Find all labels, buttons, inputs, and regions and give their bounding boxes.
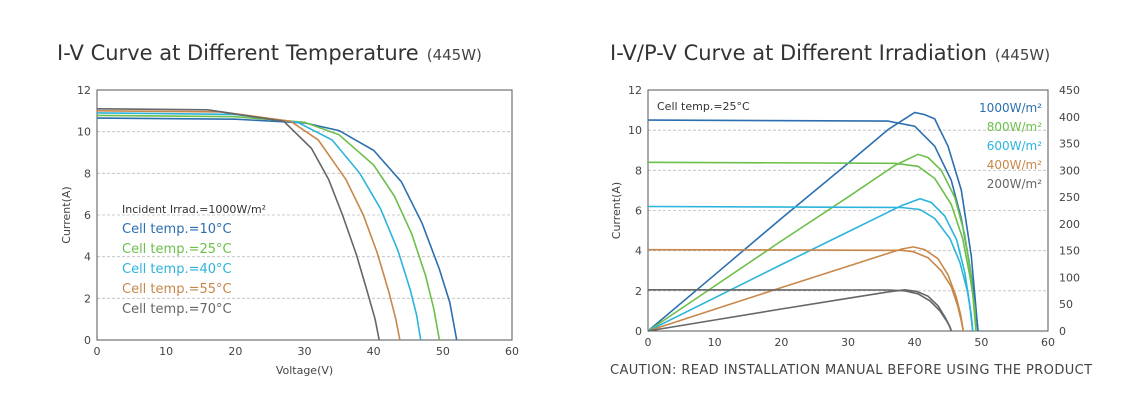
right-legend-item-4: 400W/m² xyxy=(987,158,1043,172)
right-x-tick-label: 0 xyxy=(645,336,652,349)
left-x-tick-label: 30 xyxy=(298,345,312,358)
right-y-axis-label: Current(A) xyxy=(610,182,623,239)
right-y-tick-label: 2 xyxy=(635,285,642,298)
right-y2-tick-label: 100 xyxy=(1059,271,1080,284)
right-y2-tick-label: 300 xyxy=(1059,164,1080,177)
right-pv-line-5 xyxy=(647,288,953,332)
left-y-tick-label: 4 xyxy=(84,251,91,264)
right-y-tick-label: 10 xyxy=(628,124,642,137)
left-y-axis-label: Current(A) xyxy=(60,186,73,243)
left-chart-title-text: I-V Curve at Different Temperature xyxy=(57,41,419,65)
caution-note: CAUTION: READ INSTALLATION MANUAL BEFORE… xyxy=(610,363,1093,378)
right-x-tick-label: 20 xyxy=(774,336,788,349)
left-legend: Incident Irrad.=1000W/m² Cell temp.=10°C C… xyxy=(122,203,266,317)
right-legend-item-1: 1000W/m² xyxy=(979,101,1042,115)
right-y2-tick-label: 50 xyxy=(1059,298,1073,311)
right-y-tick-label: 8 xyxy=(635,164,642,177)
left-y-tick-label: 8 xyxy=(84,167,91,180)
right-pv-line-4 xyxy=(647,246,965,332)
right-iv-line-2 xyxy=(647,161,977,332)
left-x-tick-label: 20 xyxy=(228,345,242,358)
left-x-tick-label: 40 xyxy=(367,345,381,358)
right-chart-title: I-V/P-V Curve at Different Irradiation (4… xyxy=(610,41,1050,65)
left-x-tick-label: 0 xyxy=(94,345,101,358)
left-legend-item-1: Cell temp.=10°C xyxy=(122,222,232,237)
right-chart-title-suffix: (445W) xyxy=(994,46,1051,64)
left-y-tick-label: 2 xyxy=(84,292,91,305)
right-legend: 1000W/m² 800W/m² 600W/m² 400W/m² 200W/m² xyxy=(979,101,1042,191)
left-legend-item-5: Cell temp.=70°C xyxy=(122,302,232,317)
left-y-tick-label: 0 xyxy=(84,334,91,347)
left-x-axis-label: Voltage(V) xyxy=(276,364,333,377)
right-legend-item-2: 800W/m² xyxy=(987,120,1043,134)
left-series-line-1 xyxy=(96,117,458,341)
right-x-tick-label: 40 xyxy=(908,336,922,349)
right-y2-tick-label: 250 xyxy=(1059,191,1080,204)
left-y-tick-label: 6 xyxy=(84,209,91,222)
left-chart-title: I-V Curve at Different Temperature (445W) xyxy=(57,41,482,65)
right-chart: 0 10 20 30 40 50 60 0 2 4 6 8 10 12 0 50 100 150 200 250 300… xyxy=(610,84,1080,349)
right-cell-temp-annotation: Cell temp.=25°C xyxy=(657,100,750,113)
left-x-tick-label: 10 xyxy=(159,345,173,358)
left-legend-item-2: Cell temp.=25°C xyxy=(122,242,232,257)
right-iv-line-5 xyxy=(647,289,953,332)
right-x-tick-label: 50 xyxy=(974,336,988,349)
left-y-tick-label: 12 xyxy=(77,84,91,97)
right-y2-tick-label: 150 xyxy=(1059,245,1080,258)
left-y-tick-label: 10 xyxy=(77,126,91,139)
right-y-tick-label: 4 xyxy=(635,245,642,258)
right-y-tick-label: 12 xyxy=(628,84,642,97)
right-pv-line-1 xyxy=(647,111,979,332)
left-plot-frame xyxy=(96,89,513,341)
left-x-tick-label: 50 xyxy=(436,345,450,358)
right-iv-line-3 xyxy=(647,205,974,332)
left-series-line-5 xyxy=(96,108,380,341)
left-legend-item-3: Cell temp.=40°C xyxy=(122,262,232,277)
right-y-tick-label: 6 xyxy=(635,205,642,218)
right-y2-tick-label: 400 xyxy=(1059,111,1080,124)
right-iv-line-4 xyxy=(647,248,965,332)
right-x-tick-label: 30 xyxy=(841,336,855,349)
left-chart-title-suffix: (445W) xyxy=(426,46,482,64)
right-x-tick-label: 60 xyxy=(1041,336,1055,349)
right-plot-frame xyxy=(647,89,1049,332)
right-y2-tick-label: 200 xyxy=(1059,218,1080,231)
left-chart: 0 10 20 30 40 50 60 0 2 4 6 8 10 12 Voltage(V) Current(… xyxy=(60,84,519,377)
right-y2-tick-label: 350 xyxy=(1059,138,1080,151)
right-legend-item-3: 600W/m² xyxy=(987,139,1043,153)
right-chart-title-text: I-V/P-V Curve at Different Irradiation xyxy=(610,41,987,65)
right-x-tick-label: 10 xyxy=(708,336,722,349)
right-y2-tick-label: 450 xyxy=(1059,84,1080,97)
right-pv-line-3 xyxy=(647,197,974,332)
right-y2-tick-label: 0 xyxy=(1059,325,1066,338)
right-legend-item-5: 200W/m² xyxy=(987,177,1043,191)
left-legend-item-4: Cell temp.=55°C xyxy=(122,282,232,297)
left-legend-heading: Incident Irrad.=1000W/m² xyxy=(122,203,266,216)
left-x-tick-label: 60 xyxy=(505,345,519,358)
right-pv-line-2 xyxy=(647,153,977,332)
right-y-tick-label: 0 xyxy=(635,325,642,338)
